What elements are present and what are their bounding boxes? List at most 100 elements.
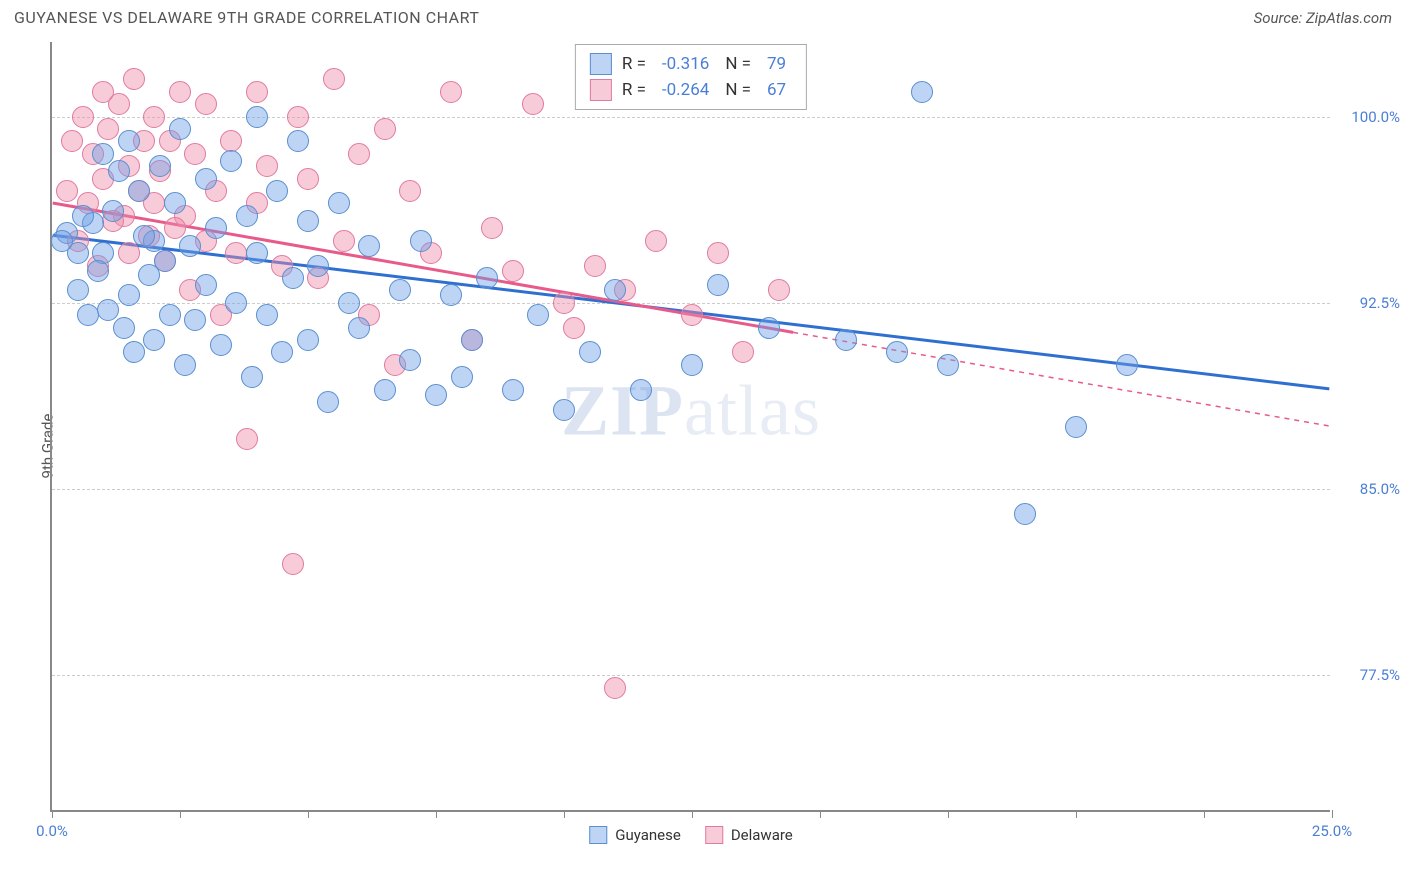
bottom-legend-label: Guyanese — [615, 826, 681, 844]
data-point — [246, 242, 268, 264]
data-point — [179, 235, 201, 257]
x-tick — [820, 810, 821, 818]
legend-n-label: N = — [725, 54, 751, 74]
data-point — [604, 677, 626, 699]
data-point — [527, 304, 549, 326]
data-point — [92, 143, 114, 165]
data-point — [481, 217, 503, 239]
legend-box: R = -0.316 N = 79 R =-0.264N =67 — [575, 44, 807, 110]
data-point — [563, 317, 585, 339]
legend-r-label: R = — [622, 80, 646, 100]
data-point — [584, 255, 606, 277]
chart-title: GUYANESE VS DELAWARE 9TH GRADE CORRELATI… — [14, 8, 479, 27]
data-point — [1116, 354, 1138, 376]
data-point — [323, 68, 345, 90]
bottom-legend-item: Delaware — [705, 826, 793, 844]
data-point — [108, 160, 130, 182]
x-tick — [436, 810, 437, 818]
data-point — [118, 284, 140, 306]
legend-swatch — [590, 79, 612, 101]
data-point — [1014, 503, 1036, 525]
data-point — [348, 143, 370, 165]
data-point — [522, 93, 544, 115]
data-point — [256, 304, 278, 326]
data-point — [645, 230, 667, 252]
data-point — [338, 292, 360, 314]
data-point — [732, 341, 754, 363]
x-tick — [1204, 810, 1205, 818]
x-tick — [52, 810, 53, 818]
data-point — [92, 81, 114, 103]
data-point — [97, 118, 119, 140]
data-point — [297, 168, 319, 190]
data-point — [440, 284, 462, 306]
data-point — [220, 150, 242, 172]
data-point — [61, 130, 83, 152]
data-point — [220, 130, 242, 152]
data-point — [118, 130, 140, 152]
trend-lines-svg — [52, 42, 1330, 810]
y-tick-label: 92.5% — [1340, 294, 1400, 312]
data-point — [225, 242, 247, 264]
data-point — [123, 341, 145, 363]
y-tick-label: 77.5% — [1340, 666, 1400, 684]
data-point — [707, 274, 729, 296]
data-point — [72, 205, 94, 227]
data-point — [835, 329, 857, 351]
data-point — [225, 292, 247, 314]
data-point — [205, 217, 227, 239]
data-point — [282, 553, 304, 575]
legend-row: R =-0.264N =67 — [590, 77, 792, 103]
data-point — [297, 329, 319, 351]
data-point — [287, 130, 309, 152]
chart-container: GUYANESE VS DELAWARE 9TH GRADE CORRELATI… — [0, 0, 1406, 892]
legend-n-label: N = — [725, 80, 751, 100]
data-point — [143, 329, 165, 351]
legend-n-value: 79 — [767, 54, 786, 74]
data-point — [143, 106, 165, 128]
data-point — [236, 428, 258, 450]
data-point — [195, 93, 217, 115]
legend-r-label: R = — [622, 54, 646, 74]
data-point — [174, 354, 196, 376]
data-point — [440, 81, 462, 103]
data-point — [246, 81, 268, 103]
x-tick — [564, 810, 565, 818]
data-point — [128, 180, 150, 202]
data-point — [266, 180, 288, 202]
data-point — [461, 329, 483, 351]
data-point — [911, 81, 933, 103]
data-point — [399, 180, 421, 202]
y-tick-label: 100.0% — [1340, 108, 1400, 126]
data-point — [72, 106, 94, 128]
data-point — [241, 366, 263, 388]
data-point — [502, 260, 524, 282]
data-point — [604, 279, 626, 301]
data-point — [374, 118, 396, 140]
data-point — [328, 192, 350, 214]
data-point — [937, 354, 959, 376]
data-point — [195, 274, 217, 296]
data-point — [51, 230, 73, 252]
data-point — [77, 304, 99, 326]
x-tick — [180, 810, 181, 818]
data-point — [1065, 416, 1087, 438]
data-point — [451, 366, 473, 388]
bottom-legend: Guyanese Delaware — [589, 826, 793, 844]
data-point — [425, 384, 447, 406]
data-point — [333, 230, 355, 252]
data-point — [246, 106, 268, 128]
gridline — [52, 117, 1330, 118]
data-point — [297, 210, 319, 232]
data-point — [138, 264, 160, 286]
data-point — [399, 349, 421, 371]
bottom-legend-item: Guyanese — [589, 826, 681, 844]
data-point — [256, 155, 278, 177]
legend-r-value: -0.316 — [662, 54, 709, 74]
x-tick — [948, 810, 949, 818]
data-point — [579, 341, 601, 363]
data-point — [758, 317, 780, 339]
data-point — [389, 279, 411, 301]
bottom-legend-swatch — [589, 826, 607, 844]
data-point — [102, 200, 124, 222]
